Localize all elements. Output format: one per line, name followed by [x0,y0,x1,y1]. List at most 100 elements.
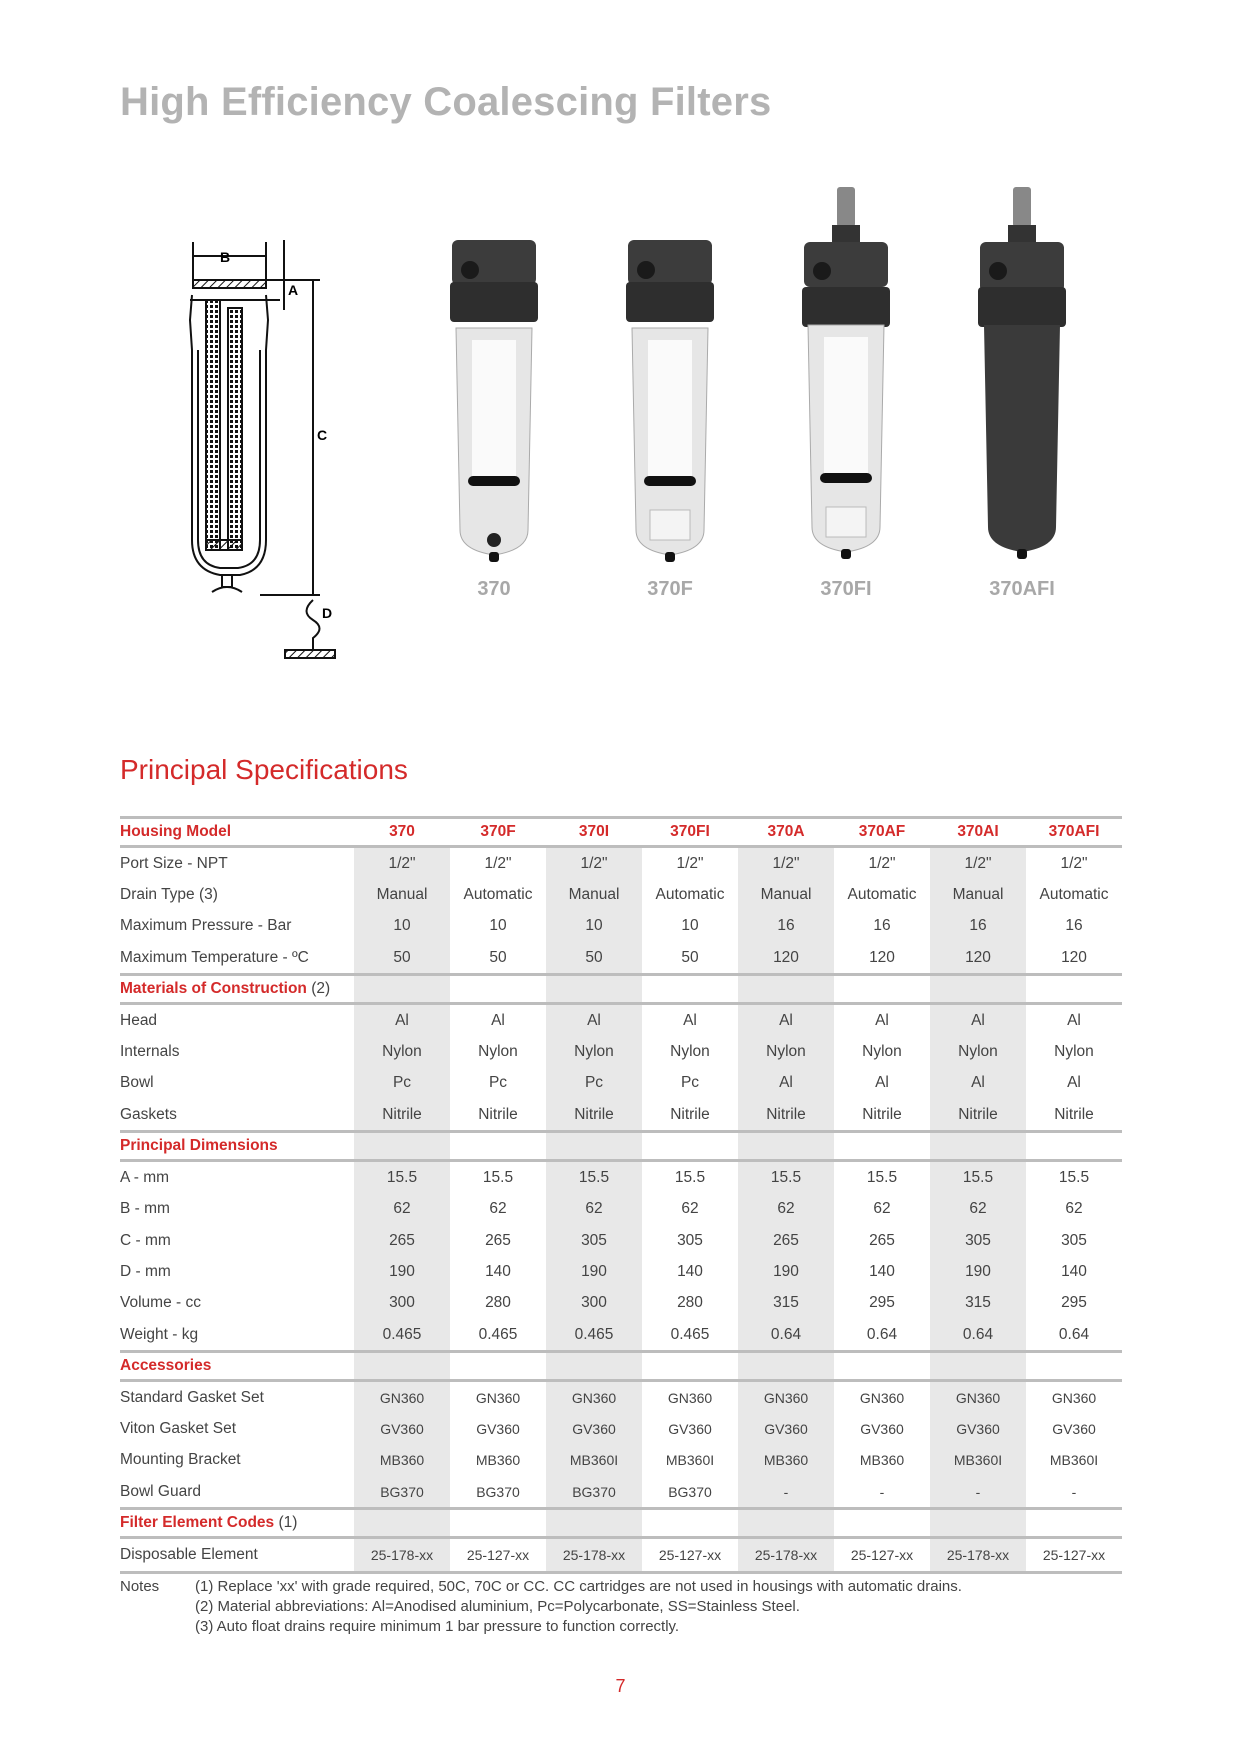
section-cell [354,1350,450,1383]
model-header: 370F [450,816,546,848]
table-cell: 265 [354,1224,450,1257]
table-cell: 0.465 [546,1318,642,1352]
table-cell: BG370 [354,1476,450,1509]
table-cell: 280 [485,1294,511,1312]
section-label: Materials of Construction (2) [120,973,354,1006]
page-title: High Efficiency Coalescing Filters [120,80,772,124]
table-cell: GN360 [546,1380,642,1414]
section-cell [546,1350,642,1383]
note-item: (1) Replace 'xx' with grade required, 50… [195,1578,962,1595]
table-cell: MB360I [665,1452,715,1469]
table-row: Maximum Pressure - Bar 10 10 10 10 16 16 16 16 [120,910,1122,942]
table-cell: 265 [738,1224,834,1257]
table-cell: Al [738,1003,834,1037]
table-cell: Al [875,1011,889,1029]
table-cell: 16 [738,910,834,942]
table-cell: GV360 [738,1413,834,1445]
table-cell: 62 [930,1193,1026,1225]
table-cell: GN360 [667,1389,713,1406]
section-row: Materials of Construction (2) [120,973,1122,1006]
table-cell: 25-178-xx [354,1537,450,1574]
table-cell: 1/2" [738,846,834,880]
table-cell: Nylon [354,1036,450,1068]
table-row: Volume - cc 300 280 300 280 315 295 315 295 [120,1287,1122,1319]
table-header-row: Housing Model 370 370F 370I 370FI 370A 370AF 37… [120,816,1122,848]
row-label: Port Size - NPT [120,854,228,872]
section-cell [354,1507,450,1540]
section-cell [642,1130,738,1163]
table-cell: 0.64 [930,1318,1026,1352]
product-label: 370AFI [989,578,1055,600]
table-row: B - mm 62 62 62 62 62 62 62 62 [120,1193,1122,1225]
table-cell: MB360I [1049,1452,1099,1469]
model-header: 370AF [834,816,930,848]
table-cell: Nitrile [354,1099,450,1132]
section-note: (2) [311,980,331,998]
section-cell [738,1507,834,1540]
table-cell: Nitrile [478,1105,518,1123]
product-label: 370FI [820,578,872,600]
row-label: Internals [120,1043,180,1061]
table-cell: 16 [1065,917,1083,935]
table-cell: Nitrile [862,1105,902,1123]
table-cell: 15.5 [546,1160,642,1194]
table-cell: Nitrile [670,1105,710,1123]
table-cell: - [738,1476,834,1509]
section-cell [354,973,450,1006]
table-cell: Manual [546,879,642,911]
table-cell: 15.5 [1058,1169,1090,1187]
section-title: Principal Dimensions [120,1137,278,1155]
table-cell: 1/2" [354,846,450,880]
table-cell: Automatic [1039,885,1109,903]
table-cell: 16 [930,910,1026,942]
section-cell [1026,973,1122,1006]
table-cell: GV360 [930,1413,1026,1445]
section-cell [834,1130,930,1163]
table-cell: 120 [1061,948,1087,966]
table-cell: 1/2" [484,854,512,872]
table-cell: - [1071,1483,1077,1500]
section-title: Materials of Construction [120,980,307,998]
table-row: Bowl Pc Pc Pc Pc Al Al Al Al [120,1067,1122,1100]
table-cell: Pc [546,1067,642,1100]
table-cell: 62 [1065,1200,1083,1218]
table-row: D - mm 190 140 190 140 190 140 190 140 [120,1256,1122,1288]
table-cell: Nylon [478,1043,518,1061]
table-row: Weight - kg 0.465 0.465 0.465 0.465 0.64 0.64 0… [120,1318,1122,1352]
row-label: Gaskets [120,1105,177,1123]
table-cell: 1/2" [546,846,642,880]
product-image-370fi [796,187,896,572]
table-cell: GN360 [1051,1389,1097,1406]
section-cell [450,1507,546,1540]
table-cell: 25-178-xx [546,1537,642,1574]
table-cell: MB360 [859,1452,905,1469]
table-cell: 62 [873,1200,891,1218]
table-cell: Al [875,1074,889,1092]
section-note: (1) [278,1514,298,1532]
table-cell: 50 [489,948,507,966]
table-cell: 15.5 [930,1160,1026,1194]
row-label: Viton Gasket Set [120,1420,237,1438]
section-cell [1026,1507,1122,1540]
table-cell: 140 [485,1262,511,1280]
product-image-370f [620,190,720,575]
section-label: Principal Dimensions [120,1130,354,1163]
section-row: Accessories [120,1350,1122,1383]
table-cell: 265 [869,1231,895,1249]
table-cell: Automatic [847,885,917,903]
section-cell [834,1350,930,1383]
section-cell [546,1130,642,1163]
table-cell: Pc [354,1067,450,1100]
section-title-principal-specifications: Principal Specifications [120,754,408,785]
section-cell [738,1130,834,1163]
table-row: A - mm 15.5 15.5 15.5 15.5 15.5 15.5 15.5 15.5 [120,1160,1122,1194]
table-row: Port Size - NPT 1/2" 1/2" 1/2" 1/2" 1/2" 1/2" 1… [120,846,1122,880]
table-cell: GV360 [860,1421,904,1438]
table-cell: Nitrile [738,1099,834,1132]
table-cell: 190 [738,1256,834,1288]
section-label: Filter Element Codes (1) [120,1507,354,1540]
table-cell: 50 [354,941,450,975]
table-cell: Manual [930,879,1026,911]
table-cell: 15.5 [674,1169,706,1187]
table-cell: 62 [681,1200,699,1218]
